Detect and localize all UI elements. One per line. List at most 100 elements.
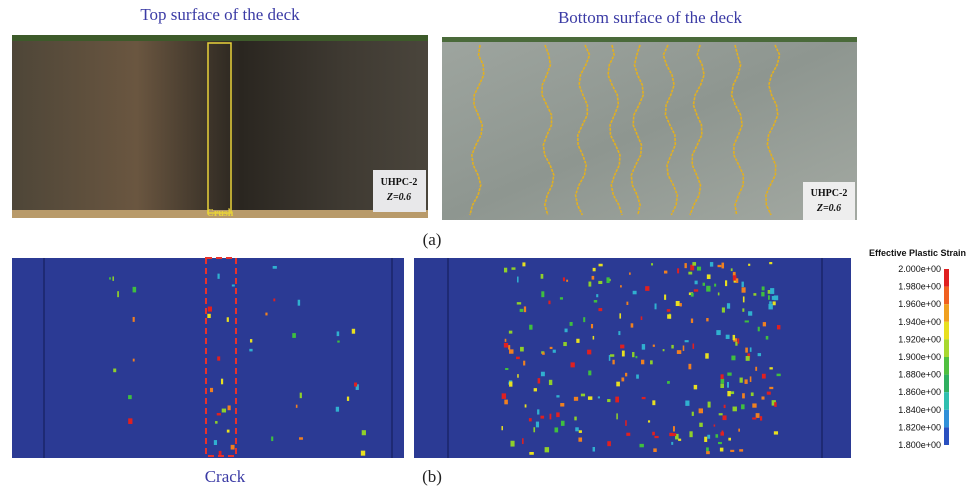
- strain-spot: [739, 377, 743, 383]
- strain-spot: [271, 436, 274, 442]
- strain-spot: [337, 340, 340, 343]
- strain-spot: [718, 413, 723, 416]
- panel-label: (b): [422, 467, 442, 486]
- crack-box: [205, 257, 237, 457]
- strain-spot: [747, 353, 751, 359]
- strain-spot: [690, 318, 694, 323]
- strain-spot: [556, 395, 560, 398]
- legend-swatch: [944, 321, 949, 340]
- crack-line: [469, 44, 485, 216]
- crack-label: Crack: [205, 467, 246, 486]
- strain-spot: [667, 381, 670, 384]
- strain-spot: [580, 393, 586, 397]
- top-title: Top surface of the deck: [140, 5, 300, 24]
- strain-spot: [709, 262, 714, 267]
- strain-spot: [299, 392, 302, 399]
- strain-spot: [689, 431, 693, 438]
- strain-spot: [737, 338, 740, 344]
- strain-spot: [652, 344, 655, 347]
- strain-spot: [773, 295, 779, 301]
- strain-spot: [346, 396, 350, 401]
- strain-spot: [221, 408, 227, 413]
- strain-spot: [523, 306, 527, 313]
- strain-spot: [702, 282, 706, 286]
- strain-spot: [505, 367, 509, 371]
- strain-spot: [360, 450, 366, 456]
- strain-spot: [226, 429, 230, 433]
- strain-spot: [723, 404, 726, 409]
- strain-spot: [576, 338, 580, 343]
- strain-spot: [647, 420, 651, 423]
- legend-swatch: [944, 286, 949, 305]
- strain-spot: [588, 281, 592, 287]
- strain-spot: [750, 392, 754, 397]
- strain-spot: [741, 287, 746, 293]
- simulation-top: [12, 258, 404, 458]
- strain-spot: [541, 291, 545, 298]
- strain-spot: [355, 384, 359, 390]
- strain-spot: [721, 307, 725, 313]
- crack-line: [689, 44, 705, 216]
- strain-spot: [706, 285, 711, 292]
- strain-spot: [509, 381, 513, 387]
- strain-spot: [618, 331, 621, 336]
- strain-spot: [720, 432, 725, 436]
- strain-spot: [744, 379, 748, 384]
- strain-spot: [769, 262, 773, 265]
- panel-label: (a): [423, 230, 442, 249]
- strain-spot: [612, 359, 615, 365]
- strain-spot: [351, 328, 356, 334]
- strain-spot: [566, 279, 569, 282]
- strain-spot: [719, 447, 724, 452]
- strain-spot: [607, 399, 611, 403]
- strain-spot: [596, 294, 599, 298]
- strain-spot: [682, 345, 685, 351]
- strain-spot: [517, 374, 519, 378]
- strain-spot: [732, 406, 737, 412]
- strain-spot: [529, 451, 534, 455]
- tag-line: UHPC-2: [811, 188, 848, 199]
- strain-spot: [692, 262, 697, 266]
- strain-spot: [510, 440, 515, 447]
- strain-spot: [113, 368, 117, 373]
- strain-spot: [767, 295, 770, 300]
- crack-line: [630, 44, 645, 216]
- strain-spot: [132, 316, 135, 322]
- strain-spot: [591, 275, 595, 280]
- strain-spot: [626, 432, 631, 436]
- strain-spot: [731, 355, 736, 361]
- strain-spot: [692, 343, 695, 349]
- strain-spot: [578, 437, 583, 442]
- tag-line: Z=0.6: [816, 203, 841, 214]
- strain-spot: [735, 341, 738, 346]
- strain-spot: [578, 430, 582, 433]
- legend-label: 1.960e+00: [898, 299, 941, 309]
- legend-label: 1.880e+00: [898, 370, 941, 380]
- strain-spot: [720, 374, 724, 380]
- strain-spot: [761, 291, 765, 297]
- strain-spot: [615, 396, 620, 403]
- strain-spot: [297, 299, 301, 306]
- strain-spot: [721, 430, 724, 434]
- strain-spot: [679, 303, 682, 307]
- strain-spot: [504, 399, 508, 405]
- strain-spot: [678, 438, 682, 441]
- strain-spot: [664, 270, 668, 274]
- strain-spot: [535, 421, 540, 428]
- strain-spot: [667, 314, 672, 319]
- strain-spot: [684, 340, 689, 343]
- strain-spot: [272, 265, 277, 269]
- strain-spot: [690, 293, 694, 297]
- strain-spot: [755, 413, 760, 418]
- strain-spot: [548, 300, 551, 305]
- strain-spot: [335, 406, 340, 412]
- legend-label: 1.940e+00: [898, 317, 941, 327]
- strain-spot: [213, 440, 218, 445]
- strain-spot: [676, 350, 682, 354]
- tag-line: Z=0.6: [386, 192, 411, 203]
- strain-spot: [654, 303, 657, 310]
- strain-spot: [519, 308, 524, 312]
- strain-spot: [728, 437, 732, 441]
- strain-spot: [563, 342, 567, 347]
- legend-swatch: [944, 304, 949, 322]
